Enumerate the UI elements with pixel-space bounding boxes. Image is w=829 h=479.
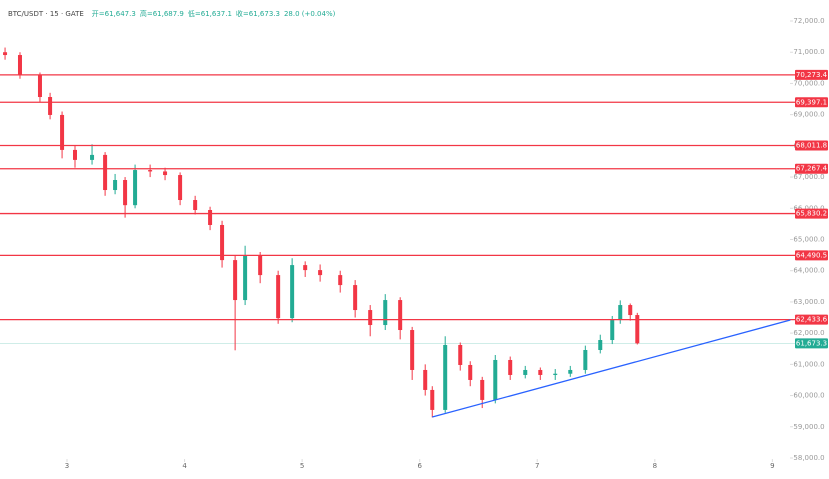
y-tick-label: 60,000.0 [793,392,824,400]
level-label: 70,273.4 [796,71,828,79]
chart-title: BTC/USDT · 15 · GATE [8,10,84,18]
level-label-box [795,163,828,174]
candle-body [17,55,22,76]
candle-body [220,224,225,261]
level-label-box [795,208,828,219]
candle-body [468,364,473,380]
y-tick-label: 63,000.0 [793,298,824,306]
candle-body [290,265,295,319]
candle-body [523,369,528,375]
candle-body [538,369,543,375]
level-label: 62,433.6 [796,316,828,324]
candle-body [493,359,498,400]
y-tick-label: 62,000.0 [793,329,824,337]
candle-body [90,154,95,160]
candle-body [443,345,448,410]
x-tick-label: 7 [535,462,539,470]
candle-body [553,373,558,375]
level-label: 68,011.8 [796,141,827,149]
candle-body [318,270,323,276]
y-tick-label: 66,000.0 [793,204,824,212]
candle-body [635,315,640,344]
x-tick-label: 5 [300,462,304,470]
x-tick-label: 6 [417,462,422,470]
candle-body [258,255,263,276]
candle-body [410,330,415,370]
candle-body [568,369,573,374]
candle-body [123,180,128,206]
y-tick-label: 69,000.0 [793,111,824,119]
y-tick-label: 64,000.0 [793,267,824,275]
candle-body [193,200,198,211]
candle-body [60,114,65,150]
ohlc-value: 收=61,673.3 [236,9,280,18]
level-label-box [795,69,828,80]
level-label: 65,830.2 [796,210,827,218]
y-tick-label: 65,000.0 [793,236,824,244]
candle-body [628,305,633,316]
level-label: 67,267.4 [796,165,828,173]
candle-body [133,170,138,206]
candle-body [618,305,623,321]
x-tick-label: 9 [770,462,774,470]
trendline [432,319,791,418]
candle-body [163,171,168,176]
candle-body [233,260,238,301]
candle-body [338,275,343,286]
candle-body [430,389,435,410]
last-price-box [795,338,828,349]
last-price-label: 61,673.3 [796,339,827,347]
y-tick-label: 61,000.0 [793,360,824,368]
ohlc-value: 开=61,647.3 [92,10,136,18]
ohlc-value: 高=61,687.9 [140,9,184,18]
y-tick-label: 72,000.0 [793,17,824,25]
candle-body [480,379,485,400]
candle-body [458,345,463,365]
y-tick-label: 67,000.0 [793,173,824,181]
candle-body [368,310,373,326]
candle-body [37,75,42,98]
candle-body [48,97,53,115]
candle-body [208,210,213,225]
ohlc-value: 低=61,637.1 [188,9,232,18]
candle-body [423,369,428,390]
level-label-box [795,97,828,108]
candle-body [103,154,108,191]
level-label-box [795,314,828,325]
level-label: 69,397.1 [796,98,827,106]
candle-body [610,320,615,341]
x-tick-label: 3 [65,462,69,470]
level-label-box [795,250,828,261]
level-label: 64,490.5 [796,251,827,259]
ohlc-value: 28.0 (+0.04%) [284,10,336,18]
y-tick-label: 71,000.0 [793,48,824,56]
candle-body [113,180,118,191]
y-tick-label: 59,000.0 [793,423,824,431]
x-tick-label: 8 [653,462,657,470]
candle-body [243,255,248,301]
candle-body [598,340,603,350]
candle-body [398,300,403,331]
candle-body [148,170,153,172]
candle-body [303,265,308,271]
x-tick-label: 4 [182,462,187,470]
candle-body [353,285,358,311]
candle-body [583,349,588,370]
y-tick-label: 58,000.0 [793,454,824,462]
candle-body [178,175,183,201]
candle-body [73,149,78,160]
candle-body [276,275,281,319]
candle-body [3,52,8,56]
candle-body [383,300,388,326]
y-tick-label: 70,000.0 [793,79,824,87]
candle-body [508,359,513,375]
level-label-box [795,140,828,151]
